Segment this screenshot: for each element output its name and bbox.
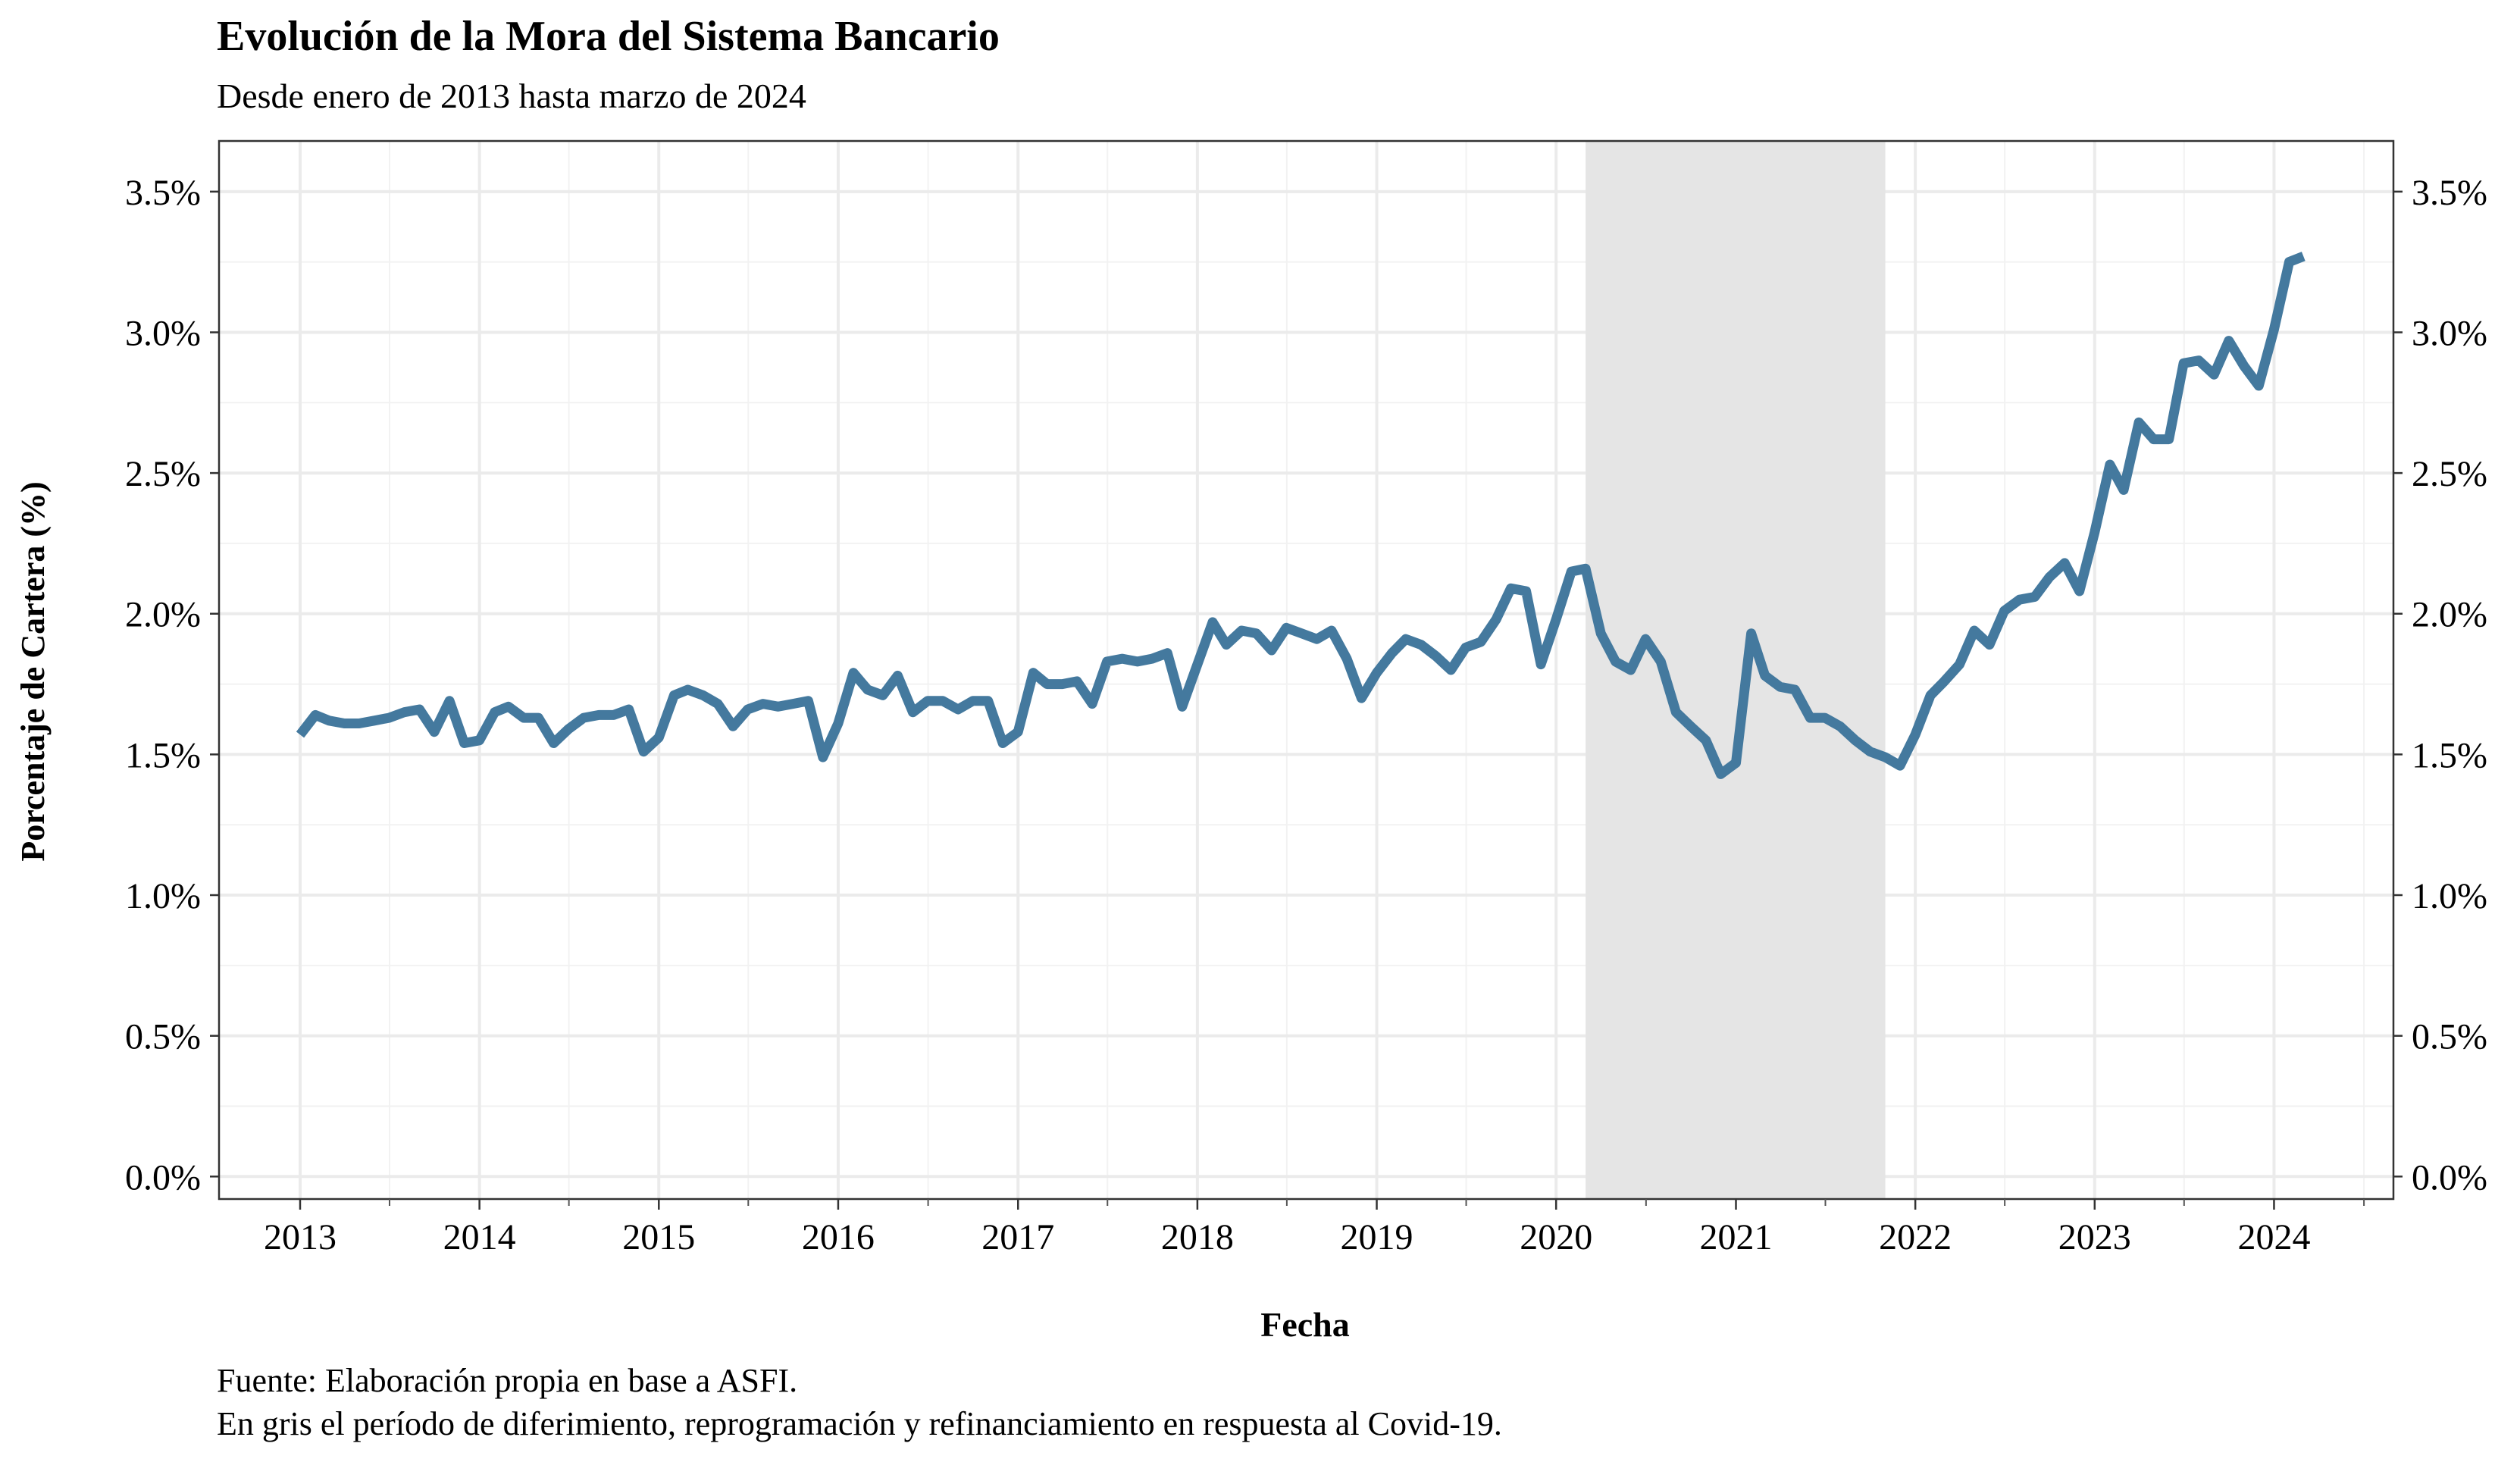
plot-panel: [219, 141, 2393, 1199]
y-tick-label-right: 3.5%: [2412, 173, 2487, 213]
x-tick-label: 2018: [1161, 1217, 1234, 1257]
x-tick-label: 2017: [981, 1217, 1054, 1257]
chart-subtitle: Desde enero de 2013 hasta marzo de 2024: [217, 77, 806, 115]
x-tick-label: 2022: [1879, 1217, 1952, 1257]
x-axis-title: Fecha: [1260, 1305, 1350, 1344]
x-tick-label: 2020: [1520, 1217, 1592, 1257]
y-tick-label-right: 0.5%: [2412, 1017, 2487, 1057]
x-tick-label: 2016: [802, 1217, 875, 1257]
caption-source: Fuente: Elaboración propia en base a ASF…: [217, 1362, 797, 1399]
y-tick-label: 2.0%: [125, 595, 201, 635]
chart-title: Evolución de la Mora del Sistema Bancari…: [217, 13, 1000, 60]
x-axis: 2013 2014 2015 2016 2017 2018 2019 2020 2021 2022…: [264, 1199, 2365, 1257]
y-tick-label-right: 2.5%: [2412, 454, 2487, 494]
y-tick-label-right: 0.0%: [2412, 1157, 2487, 1198]
plot-area: 0.0% 0.5% 1.0% 1.5% 2.0% 2.5% 3.0% 3.5% 0.0% 0.5%…: [125, 139, 2487, 1257]
x-tick-label: 2013: [264, 1217, 337, 1257]
y-tick-label: 3.5%: [125, 173, 201, 213]
x-tick-label: 2015: [622, 1217, 695, 1257]
series-line: [296, 252, 2306, 779]
y-tick-label-right: 2.0%: [2412, 595, 2487, 635]
y-tick-label-right: 3.0%: [2412, 313, 2487, 353]
y-axis-secondary: 0.0% 0.5% 1.0% 1.5% 2.0% 2.5% 3.0% 3.5%: [2393, 173, 2487, 1198]
y-tick-label-right: 1.5%: [2412, 735, 2487, 775]
y-tick-label: 0.0%: [125, 1157, 201, 1198]
y-tick-label: 1.0%: [125, 876, 201, 916]
y-tick-label: 1.5%: [125, 735, 201, 775]
y-tick-label: 0.5%: [125, 1017, 201, 1057]
x-tick-label: 2014: [443, 1217, 516, 1257]
panel-border: [218, 139, 2395, 1201]
y-tick-label-right: 1.0%: [2412, 876, 2487, 916]
x-tick-label: 2023: [2058, 1217, 2131, 1257]
y-tick-label: 2.5%: [125, 454, 201, 494]
y-axis-title: Porcentaje de Cartera (%): [14, 481, 52, 861]
x-tick-label: 2021: [1699, 1217, 1772, 1257]
y-tick-label: 3.0%: [125, 313, 201, 353]
y-axis: 0.0% 0.5% 1.0% 1.5% 2.0% 2.5% 3.0% 3.5%: [125, 173, 219, 1198]
caption-note: En gris el período de diferimiento, repr…: [217, 1405, 1502, 1442]
x-tick-label: 2024: [2237, 1217, 2310, 1257]
x-tick-label: 2019: [1341, 1217, 1413, 1257]
